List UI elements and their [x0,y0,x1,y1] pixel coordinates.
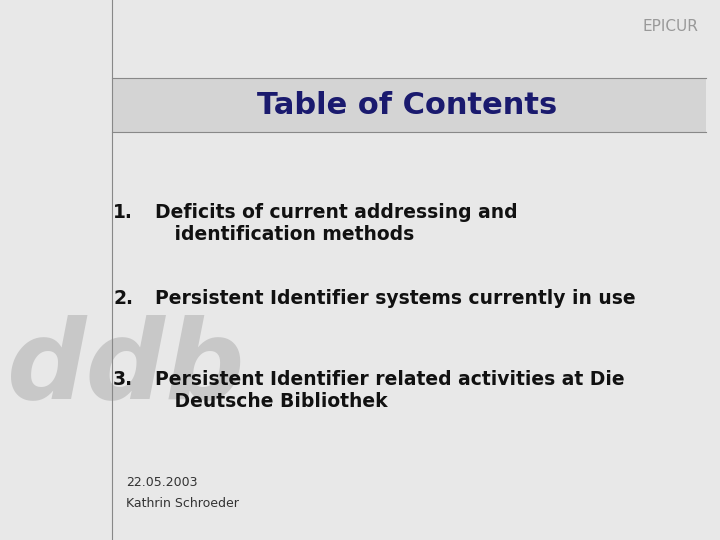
Text: EPICUR: EPICUR [642,19,698,34]
Text: ddb: ddb [7,314,246,421]
Text: Persistent Identifier systems currently in use: Persistent Identifier systems currently … [155,289,636,308]
FancyBboxPatch shape [112,78,706,132]
Text: Deficits of current addressing and
   identification methods: Deficits of current addressing and ident… [155,202,518,244]
Text: 22.05.2003: 22.05.2003 [126,476,197,489]
Text: Kathrin Schroeder: Kathrin Schroeder [126,497,239,510]
Text: 3.: 3. [113,370,133,389]
Text: Table of Contents: Table of Contents [256,91,557,120]
Text: 1.: 1. [113,202,133,221]
Text: Persistent Identifier related activities at Die
   Deutsche Bibliothek: Persistent Identifier related activities… [155,370,624,411]
Text: 2.: 2. [113,289,133,308]
